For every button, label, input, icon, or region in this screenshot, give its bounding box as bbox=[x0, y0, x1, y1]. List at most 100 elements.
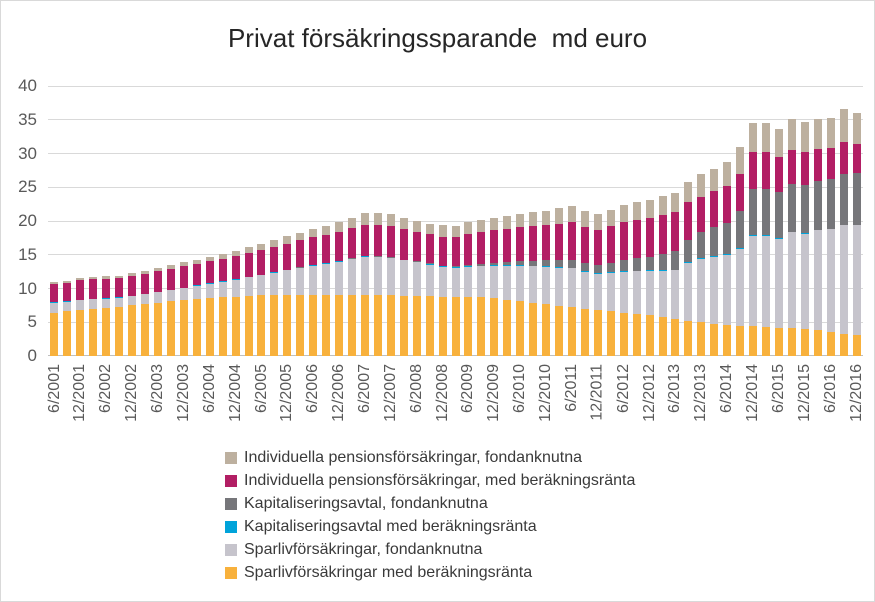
bar-segment bbox=[335, 261, 344, 295]
bar-segment bbox=[218, 281, 227, 298]
bar-segment bbox=[787, 149, 796, 185]
bar-segment bbox=[632, 258, 641, 271]
bar-segment bbox=[451, 267, 460, 297]
bar-segment bbox=[360, 294, 369, 356]
bar-segment bbox=[606, 271, 615, 273]
bar-segment bbox=[839, 142, 848, 174]
bar-segment bbox=[852, 143, 861, 174]
bar bbox=[410, 86, 423, 356]
bar-segment bbox=[774, 238, 783, 328]
bar-segment bbox=[567, 267, 576, 269]
bar-segment bbox=[128, 295, 137, 306]
bar bbox=[203, 86, 216, 356]
bar-segment bbox=[412, 231, 421, 262]
bar-segment bbox=[490, 217, 499, 231]
bar-segment bbox=[141, 270, 150, 274]
bar-segment bbox=[451, 296, 460, 356]
x-tick-label-text: 12/2008 bbox=[433, 364, 451, 422]
bar-segment bbox=[76, 310, 85, 356]
bar-segment bbox=[503, 228, 512, 262]
bar-segment bbox=[813, 229, 822, 231]
bar-segment bbox=[141, 273, 150, 294]
bar-segment bbox=[619, 222, 628, 261]
bar-segment bbox=[529, 266, 538, 303]
bar bbox=[617, 86, 630, 356]
bar-segment bbox=[671, 251, 680, 270]
bar-segment bbox=[749, 235, 758, 236]
bar-segment bbox=[503, 215, 512, 229]
bar-segment bbox=[244, 252, 253, 278]
x-tick-label-text: 6/2011 bbox=[562, 364, 580, 412]
bar-segment bbox=[567, 205, 576, 223]
legend-item: Kapitaliseringsavtal, fondanknutna bbox=[225, 492, 635, 515]
bar-segment bbox=[438, 296, 447, 356]
bar-segment bbox=[218, 253, 227, 259]
bar-segment bbox=[567, 222, 576, 260]
bar-segment bbox=[852, 112, 861, 144]
x-tick-label-text: 6/2010 bbox=[511, 364, 529, 413]
bar-segment bbox=[839, 109, 848, 143]
bar-segment bbox=[322, 225, 331, 235]
bar-segment bbox=[231, 296, 240, 356]
x-tick-label-text: 6/2002 bbox=[97, 364, 115, 413]
bar bbox=[216, 86, 229, 356]
bar-segment bbox=[710, 323, 719, 356]
bar bbox=[824, 86, 837, 356]
bar-segment bbox=[671, 269, 680, 271]
bar-segment bbox=[697, 174, 706, 197]
bar-segment bbox=[826, 118, 835, 149]
bar-segment bbox=[580, 271, 589, 309]
bar-segment bbox=[360, 256, 369, 295]
bar-segment bbox=[503, 264, 512, 266]
bar-segment bbox=[542, 304, 551, 356]
x-tick-label-text: 12/2012 bbox=[640, 364, 658, 422]
bar-segment bbox=[826, 228, 835, 230]
bar-segment bbox=[399, 260, 408, 296]
bar-segment bbox=[348, 217, 357, 229]
bar-segment bbox=[529, 226, 538, 261]
x-tick-label-text: 12/2001 bbox=[71, 364, 89, 422]
y-tick-label: 25 bbox=[18, 177, 37, 197]
bar-segment bbox=[76, 280, 85, 300]
bar-segment bbox=[153, 271, 162, 292]
bar-segment bbox=[658, 196, 667, 216]
bar bbox=[281, 86, 294, 356]
bar-segment bbox=[283, 243, 292, 270]
bar-segment bbox=[593, 273, 602, 274]
bar-segment bbox=[309, 265, 318, 295]
bar-segment bbox=[749, 123, 758, 153]
bar-segment bbox=[102, 298, 111, 309]
bar-segment bbox=[684, 262, 693, 321]
bar-segment bbox=[762, 235, 771, 236]
bar-segment bbox=[464, 296, 473, 356]
bar-segment bbox=[787, 184, 796, 232]
bar-segment bbox=[736, 173, 745, 212]
bar bbox=[798, 86, 811, 356]
bar-segment bbox=[839, 225, 848, 334]
legend-swatch bbox=[225, 474, 237, 487]
bar-segment bbox=[425, 263, 434, 265]
bar-segment bbox=[76, 299, 85, 311]
legend-label: Individuella pensionsförsäkringar, med b… bbox=[244, 471, 636, 489]
bar-segment bbox=[322, 263, 331, 295]
bar-segment bbox=[205, 261, 214, 284]
bar bbox=[255, 86, 268, 356]
bar-segment bbox=[490, 297, 499, 356]
bar bbox=[540, 86, 553, 356]
bar-segment bbox=[179, 299, 188, 356]
bar bbox=[578, 86, 591, 356]
gridline bbox=[48, 119, 863, 121]
bar-segment bbox=[516, 301, 525, 356]
bar-segment bbox=[386, 213, 395, 226]
bar bbox=[734, 86, 747, 356]
bar-segment bbox=[606, 272, 615, 312]
bar-segment bbox=[606, 209, 615, 227]
bar-segment bbox=[322, 234, 331, 263]
bar-segment bbox=[244, 247, 253, 253]
bar-segment bbox=[619, 260, 628, 271]
bar-segment bbox=[736, 248, 745, 326]
plot-area bbox=[48, 85, 863, 356]
bar-segment bbox=[438, 266, 447, 297]
x-tick-label-text: 12/2002 bbox=[123, 364, 141, 422]
